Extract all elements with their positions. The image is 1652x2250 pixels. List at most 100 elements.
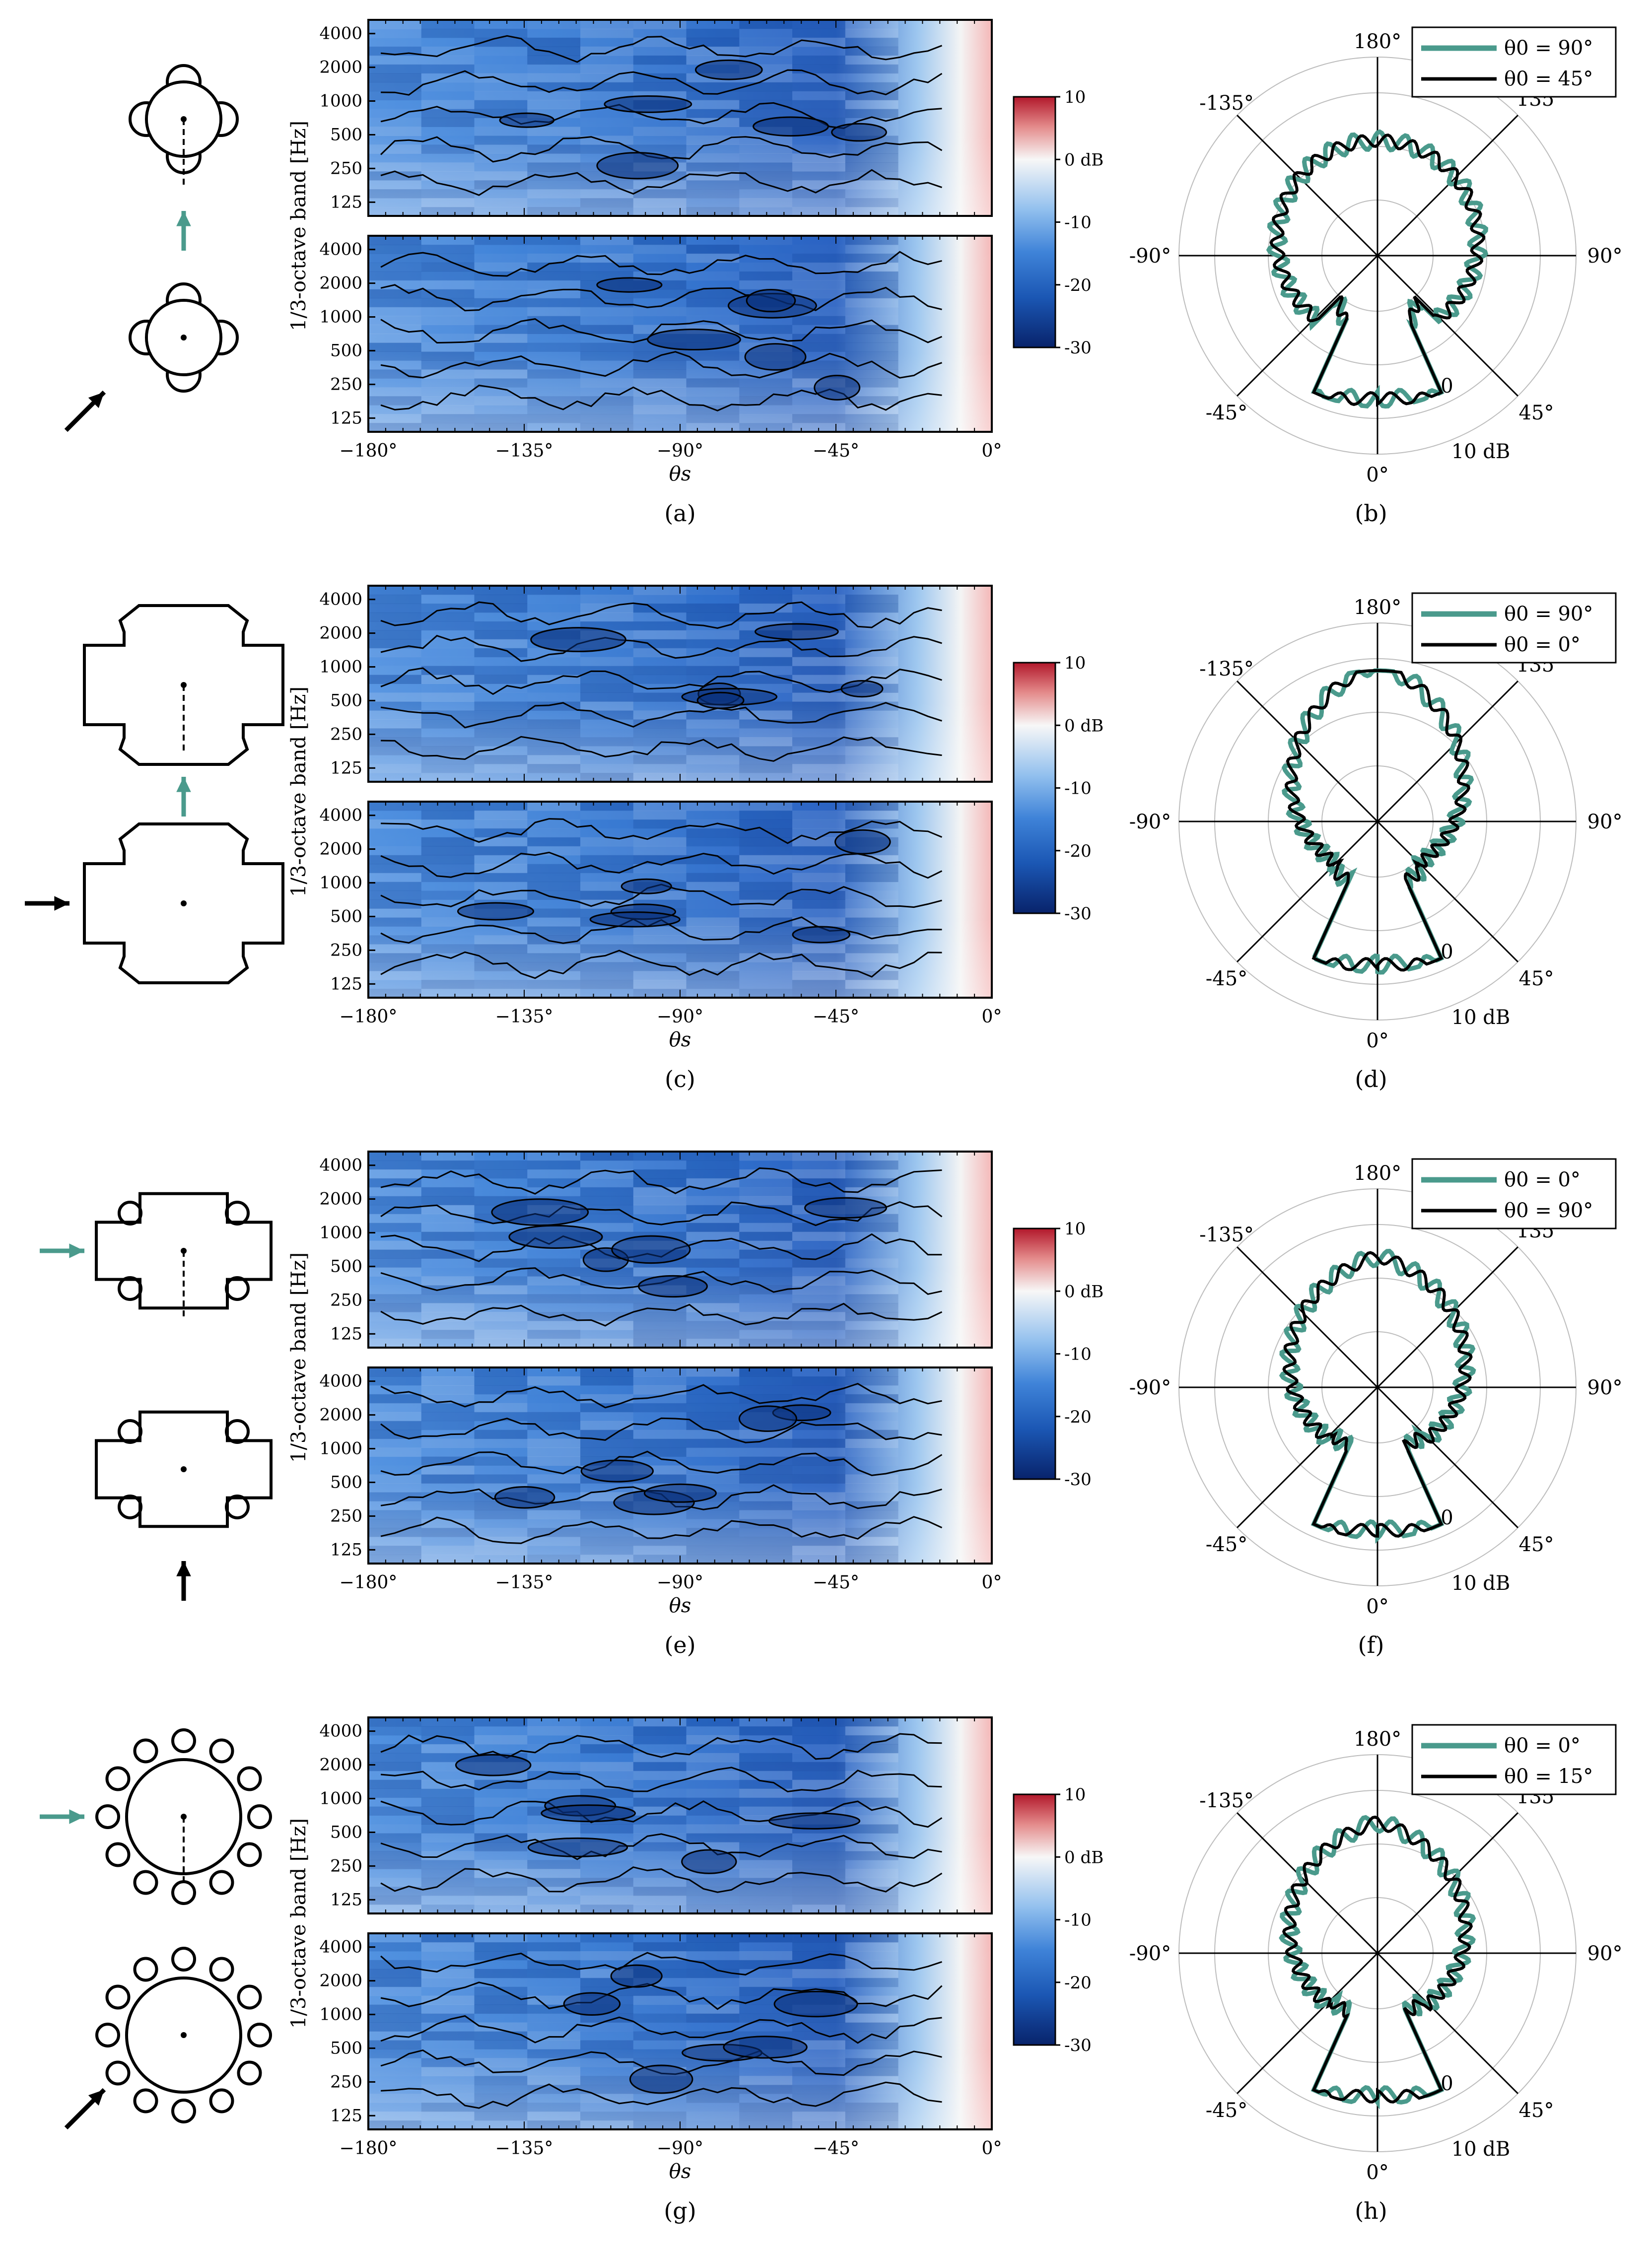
caption-right: (d)	[1355, 1066, 1387, 1092]
x-tick-label: −90°	[657, 2138, 703, 2159]
incidence-arrow-head	[176, 1561, 191, 1576]
y-tick-label: 125	[330, 1324, 362, 1344]
x-tick-label: −180°	[340, 1572, 398, 1593]
heatmap-contour-spot	[563, 1992, 621, 2016]
heatmap-contour	[380, 2015, 942, 2044]
polar-angle-label: -90°	[1129, 245, 1171, 268]
polar-angle-label: -90°	[1129, 1942, 1171, 1965]
heatmap-shade	[368, 1933, 992, 2129]
heatmap-contour	[380, 1866, 943, 1893]
y-tick-label: 4000	[319, 24, 362, 44]
polar-angle-label: -90°	[1129, 811, 1171, 833]
shape-corner-circle	[118, 1276, 142, 1301]
polar-series-2	[1282, 1815, 1473, 2104]
polar-angle-label: 0°	[1366, 1595, 1388, 1618]
heatmap-contour-spot	[508, 1225, 603, 1249]
shape-ring-circle	[133, 1738, 158, 1764]
y-tick-label: 125	[330, 408, 362, 428]
y-tick-label: 500	[330, 341, 362, 360]
polar-angle-label: 0°	[1366, 2161, 1388, 2184]
polar-radius-label: 10 dB	[1451, 1572, 1511, 1595]
shape-body	[95, 1410, 273, 1528]
y-tick-label: 2000	[319, 1755, 362, 1775]
colorbar-label: -10	[1064, 779, 1092, 799]
x-tick-label: −180°	[340, 2138, 398, 2159]
heatmap-contour	[381, 736, 942, 762]
heatmap-contour	[380, 1516, 943, 1544]
shape-ring-circle	[105, 1984, 131, 2010]
y-tick-label: 4000	[319, 1721, 362, 1741]
shape-ring-circle	[171, 1728, 196, 1753]
heatmap-contour-spot	[638, 1275, 708, 1298]
colorbar-label: 10	[1064, 653, 1086, 673]
row-e-f: 4000 2000 1000 500 250 125 4000 2000 1000 500 250 1…	[40, 1151, 1623, 1658]
shape-ring-circle	[247, 2023, 272, 2047]
x-tick-label: −135°	[495, 441, 553, 461]
colorbar-label: -30	[1064, 1470, 1092, 1490]
heatmap-contour-spot	[834, 829, 891, 855]
colorbar-label: -10	[1064, 1345, 1092, 1364]
y-tick-label: 4000	[319, 590, 362, 610]
polar-angle-label: 90°	[1587, 1376, 1623, 1399]
heatmap-contour-spot	[804, 1197, 888, 1219]
x-tick-label: −45°	[813, 1007, 859, 1027]
shape-ring-circle	[133, 2088, 158, 2114]
heatmap-contour-spot	[744, 343, 807, 371]
shape-ring-circle	[237, 1984, 262, 2010]
shape-ring-circle	[95, 2023, 120, 2047]
shape-ring-circle	[105, 2060, 131, 2086]
polar-angle-label: -135°	[1199, 1224, 1254, 1246]
colorbar-label: -30	[1064, 2036, 1092, 2055]
heatmap-contour	[380, 635, 942, 662]
y-tick-label: 500	[330, 1472, 362, 1492]
colorbar	[1013, 1793, 1056, 2046]
y-tick-label: 4000	[319, 1371, 362, 1391]
x-tick-label: −45°	[813, 1572, 859, 1593]
shape-ring-circle	[237, 1766, 262, 1791]
y-tick-label: 125	[330, 2106, 362, 2125]
y-tick-label: 125	[330, 192, 362, 212]
heatmap-contour	[380, 1800, 943, 1828]
x-tick-label: −45°	[813, 2138, 859, 2159]
y-tick-label: 250	[330, 1856, 362, 1876]
y-tick-label: 4000	[319, 1156, 362, 1175]
heatmap-contour	[380, 1201, 943, 1227]
polar-angle-label: 180°	[1354, 30, 1401, 53]
heatmap-contour	[380, 851, 943, 879]
heatmap-shade	[368, 1367, 992, 1564]
polar-angle-label: 90°	[1587, 245, 1623, 268]
polar-radius-label: 0	[1441, 375, 1453, 398]
polar-angle-label: -45°	[1206, 402, 1247, 424]
polar-radius-label: 0	[1441, 1506, 1453, 1529]
y-tick-label: 1000	[319, 873, 362, 893]
caption-left: (g)	[664, 2197, 696, 2224]
polar-angle-label: 45°	[1519, 402, 1554, 424]
shape-ring-circle	[171, 1880, 196, 1905]
polar-legend	[1411, 1724, 1617, 1795]
colorbar	[1013, 662, 1056, 914]
heatmap-contour	[380, 1733, 942, 1760]
heatmap-contour-spot	[694, 59, 763, 80]
heatmap-contour-spot	[527, 1837, 628, 1857]
x-tick-label: 0°	[982, 441, 1002, 461]
legend-label: θ0 = 90°	[1504, 603, 1593, 625]
colorbar-label: 10	[1064, 1219, 1086, 1239]
heatmap-contour	[380, 1833, 942, 1860]
polar-series-1	[1266, 129, 1489, 409]
heatmap-contour	[381, 2081, 942, 2109]
heatmap-contour-spot	[773, 1990, 858, 2018]
heatmap-contour	[380, 1167, 942, 1195]
x-tick-label: −90°	[657, 1572, 703, 1593]
heatmap-contour-spot	[530, 627, 626, 653]
y-tick-label: 250	[330, 158, 362, 178]
y-axis-label: 1/3-octave band [Hz]	[287, 121, 310, 331]
incidence-arrow-head	[69, 1243, 84, 1258]
x-tick-label: 0°	[982, 1007, 1002, 1027]
heatmap-contour-spot	[611, 1235, 691, 1264]
colorbar-label: -30	[1064, 904, 1092, 924]
y-tick-label: 2000	[319, 839, 362, 859]
y-axis-label: 1/3-octave band [Hz]	[287, 686, 310, 897]
heatmap-shade	[368, 586, 992, 782]
caption-left: (c)	[665, 1066, 695, 1092]
